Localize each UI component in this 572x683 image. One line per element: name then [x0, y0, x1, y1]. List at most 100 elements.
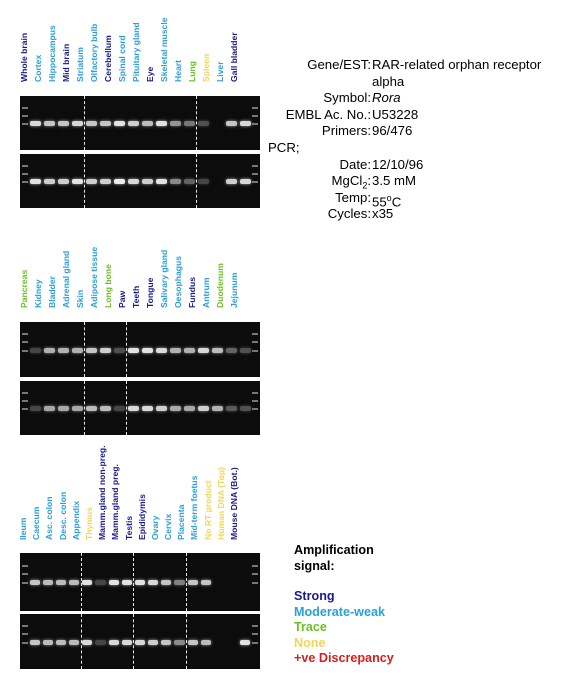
- legend-item: Moderate-weak: [294, 604, 385, 619]
- lane-label-text: Adrenal gland: [60, 250, 71, 308]
- pcr-band: [99, 121, 111, 126]
- lane-label-text: Tongue: [144, 277, 155, 308]
- ladder-mark: [252, 333, 258, 335]
- ladder-mark: [22, 642, 28, 644]
- pcr-band: [113, 406, 125, 411]
- lane-label-text: Ovary: [149, 515, 160, 540]
- info-key: MgCl2:: [331, 173, 371, 191]
- pcr-band: [85, 406, 97, 411]
- pcr-band: [155, 348, 167, 353]
- pcr-band: [187, 640, 198, 645]
- ladder-mark: [22, 400, 28, 402]
- ladder-mark: [252, 625, 258, 627]
- pcr-band: [43, 179, 55, 184]
- lane-separator: [186, 553, 188, 611]
- ladder-mark: [252, 165, 258, 167]
- pcr-band: [174, 640, 185, 645]
- lane-separator: [126, 381, 127, 435]
- pcr-band: [134, 640, 146, 645]
- pcr-band: [200, 640, 211, 645]
- info-value: RAR-related orphan receptor: [372, 57, 542, 72]
- legend-item: Strong: [294, 589, 335, 603]
- ladder-mark: [252, 350, 258, 352]
- pcr-band: [169, 406, 181, 411]
- ladder-mark: [22, 350, 28, 352]
- pcr-band: [239, 348, 251, 353]
- lane-label-text: Liver: [214, 61, 225, 82]
- pcr-band: [57, 179, 69, 184]
- pcr-band: [197, 121, 209, 126]
- pcr-band: [95, 580, 106, 585]
- pcr-band: [82, 580, 93, 585]
- pcr-band: [127, 179, 139, 184]
- pcr-band: [197, 348, 209, 353]
- lane-label-text: Hippocampus: [46, 25, 57, 82]
- lane-label-text: Appendix: [70, 500, 81, 540]
- ladder-mark: [252, 341, 258, 343]
- pcr-band: [161, 640, 172, 645]
- lane-label-text: Mamm.gland preg.: [110, 464, 121, 540]
- lane-label-text: Striatum: [74, 47, 85, 82]
- lane-label-text: Heart: [172, 60, 183, 82]
- pcr-band: [225, 348, 237, 353]
- pcr-band: [155, 179, 167, 184]
- pcr-band: [99, 406, 111, 411]
- pcr-band: [197, 406, 209, 411]
- info-value: 55oC: [372, 192, 402, 210]
- ladder-mark: [22, 341, 28, 343]
- legend: Amplification signal: Strong Moderate-wea…: [294, 543, 394, 667]
- lane-label-text: Mouse DNA (Bot.): [228, 467, 239, 540]
- lane-label-text: Adipose tissue: [88, 246, 99, 308]
- gel-image-panel-2-top: [20, 322, 260, 377]
- ladder-mark: [252, 582, 258, 584]
- pcr-band: [113, 348, 125, 353]
- lane-label-text: Mamm.gland non-preg.: [97, 445, 108, 540]
- pcr-band: [55, 580, 67, 585]
- ladder-mark: [252, 408, 258, 410]
- gel-image-panel-2-bottom: [20, 381, 260, 435]
- pcr-band: [169, 121, 181, 126]
- pcr-band: [174, 580, 185, 585]
- info-value: U53228: [372, 106, 419, 122]
- ladder-mark: [252, 392, 258, 394]
- lane-separator: [84, 381, 85, 435]
- legend-title-line-1: Amplification: [294, 543, 374, 557]
- lane-separator: [196, 154, 197, 208]
- ladder-mark: [22, 173, 28, 175]
- pcr-band: [134, 580, 146, 585]
- lane-label-text: Gall bladder: [228, 32, 239, 82]
- lane-labels-panel-3: Ileum Caecum Asc. colon Desc. colon Appendix…: [18, 445, 260, 551]
- pcr-band: [240, 640, 251, 645]
- pcr-band: [141, 348, 153, 353]
- lane-label-text: Lung: [186, 61, 197, 82]
- pcr-band: [57, 406, 69, 411]
- pcr-band: [85, 348, 97, 353]
- info-key: Symbol:: [323, 90, 371, 106]
- ladder-mark: [252, 115, 258, 117]
- ladder-mark: [22, 408, 28, 410]
- lane-label-text: Caecum: [31, 506, 42, 540]
- lane-label-text: Ileum: [18, 517, 29, 540]
- pcr-band: [225, 406, 237, 411]
- pcr-band: [155, 121, 167, 126]
- pcr-band: [148, 640, 159, 645]
- pcr-band: [211, 348, 223, 353]
- lane-label-text: Jejunum: [228, 272, 239, 308]
- pcr-band: [69, 580, 80, 585]
- gel-image-panel-3-top: [20, 553, 260, 611]
- ladder-mark: [252, 181, 258, 183]
- lane-separator: [196, 96, 197, 150]
- pcr-band: [183, 121, 195, 126]
- pcr-band: [71, 179, 83, 184]
- lane-label-text: Thymus: [83, 507, 94, 540]
- ladder-mark: [252, 642, 258, 644]
- lane-label-text: Whole brain: [18, 32, 29, 82]
- ladder-mark: [22, 181, 28, 183]
- pcr-band: [55, 640, 67, 645]
- lane-separator: [133, 553, 135, 611]
- info-key: PCR;: [268, 139, 300, 155]
- info-value: alpha: [372, 73, 405, 89]
- pcr-band: [183, 179, 195, 184]
- pcr-band: [95, 640, 106, 645]
- lane-separator: [84, 154, 85, 208]
